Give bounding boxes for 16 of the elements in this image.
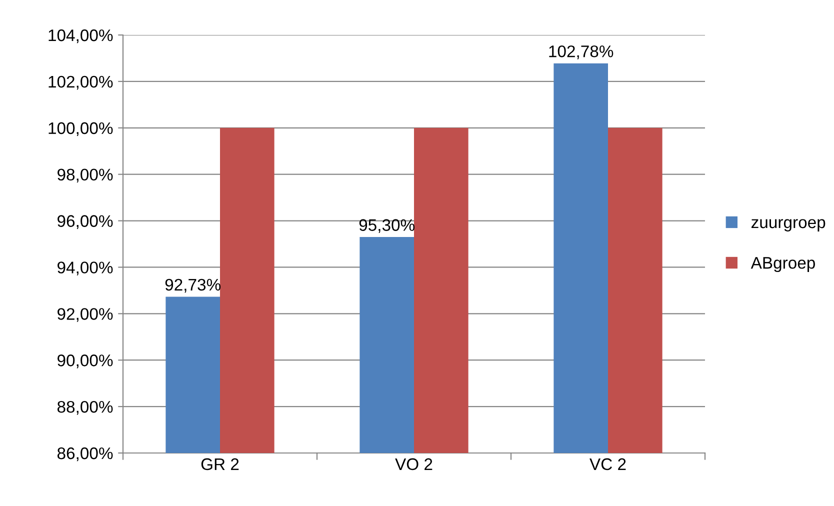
legend-label: ABgroep <box>750 257 815 272</box>
y-tick-label: 92,00% <box>58 308 113 322</box>
legend-label: zuurgroep <box>751 219 826 232</box>
y-tick-label: 90,00% <box>58 354 113 368</box>
y-tick-label: 96,00% <box>58 215 113 229</box>
x-tick-label: VC 2 <box>590 458 626 470</box>
y-tick-label: 86,00% <box>57 447 113 462</box>
y-tick-label: 94,00% <box>58 262 113 276</box>
data-label: 102,78% <box>549 45 614 60</box>
y-tick-label: 88,00% <box>57 400 113 415</box>
y-tick-label: 98,00% <box>58 168 113 183</box>
x-tick-label: VO 2 <box>395 458 432 470</box>
y-tick-label: 100,00% <box>48 122 113 136</box>
x-tick-label: GR 2 <box>201 458 239 470</box>
y-tick-label: 102,00% <box>48 76 113 90</box>
y-tick-label: 104,00% <box>48 29 113 44</box>
